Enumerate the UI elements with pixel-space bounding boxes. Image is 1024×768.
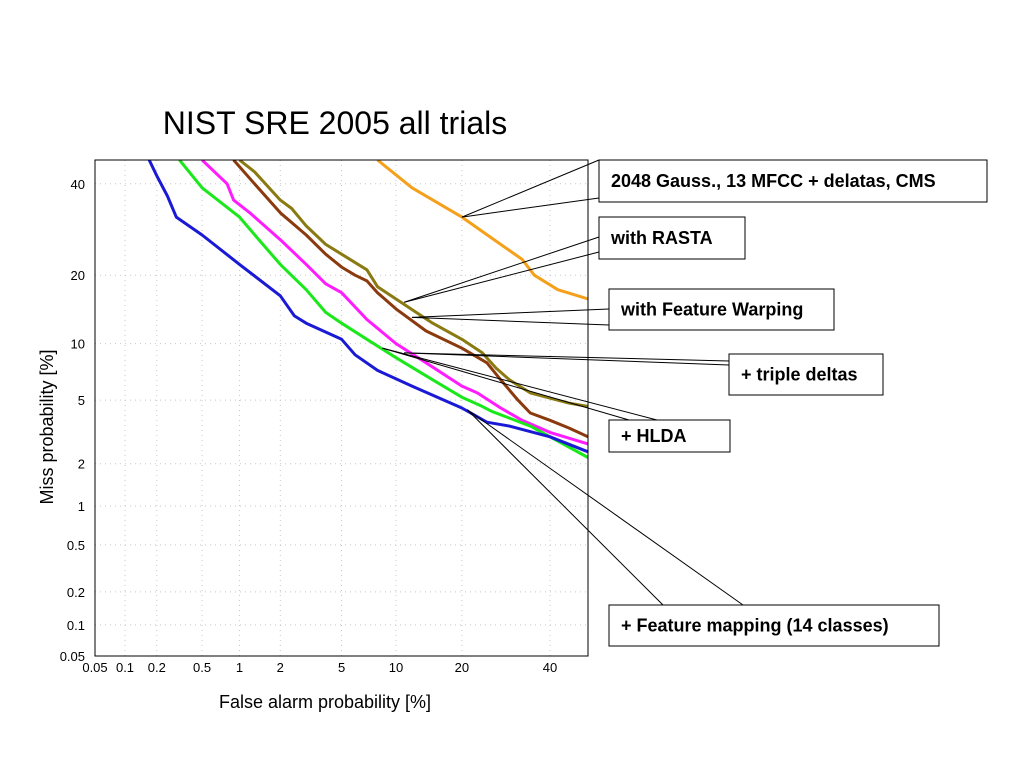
series-line-6 [147,160,588,454]
plot-frame [94,159,589,657]
annotation-leaders [382,159,744,606]
y-tick-label: 10 [71,337,85,352]
y-tick-label: 0.1 [67,618,85,633]
leader-line [404,352,730,366]
leader-line [404,251,600,303]
callout-box [728,353,884,396]
chart-title: NIST SRE 2005 all trials [163,105,507,141]
callout-5: + HLDA [608,419,731,453]
y-tick-label: 5 [78,393,85,408]
y-tick-labels: 0.05 0.1 0.2 0.5 1 2 5 10 20 40 [60,177,85,664]
x-tick-label: 0.5 [193,660,211,675]
y-tick-label: 40 [71,177,85,192]
leader-line [411,316,610,326]
x-tick-label: 40 [543,660,557,675]
annotation-callouts: 2048 Gauss., 13 MFCC + delatas, CMS with … [598,159,988,647]
callout-label: with RASTA [610,228,713,248]
callout-6: + Feature mapping (14 classes) [608,604,940,647]
leader-line [404,352,730,362]
callout-label: with Feature Warping [620,300,803,320]
leader-line [466,409,664,606]
callout-4: + triple deltas [728,353,884,396]
grid [94,160,588,657]
y-tick-label: 0.05 [60,649,85,664]
x-tick-label: 10 [389,660,403,675]
callout-1: 2048 Gauss., 13 MFCC + delatas, CMS [598,159,988,203]
series-line-3 [232,160,588,439]
x-axis-label: False alarm probability [%] [219,692,431,712]
x-tick-label: 5 [338,660,345,675]
leader-line [382,347,630,421]
callout-2: with RASTA [598,216,746,260]
series-line-4 [201,160,588,446]
callout-label: + Feature mapping (14 classes) [621,616,889,636]
callout-label: + triple deltas [741,365,858,385]
x-tick-label: 0.1 [116,660,134,675]
x-tick-label: 0.05 [82,660,107,675]
y-tick-label: 0.5 [67,538,85,553]
callout-label: + HLDA [621,426,687,446]
x-tick-label: 20 [455,660,469,675]
callout-box [608,604,940,647]
x-tick-label: 1 [236,660,243,675]
leader-line [404,236,600,303]
series-layer [147,160,588,459]
series-line-1 [376,160,588,301]
y-tick-label: 2 [78,457,85,472]
callout-label: 2048 Gauss., 13 MFCC + delatas, CMS [611,171,936,191]
callout-box [608,288,835,331]
series-line-5 [178,160,588,459]
leader-line [461,197,600,218]
x-tick-label: 2 [277,660,284,675]
leader-line [466,409,744,606]
x-tick-labels: 0.05 0.1 0.2 0.5 1 2 5 10 20 40 [82,660,557,675]
callout-3: with Feature Warping [608,288,835,331]
callout-box [608,419,731,453]
leader-line [411,308,610,318]
callout-box [598,216,746,260]
callout-box [598,159,988,203]
y-axis-label: Miss probability [%] [37,349,57,504]
leader-line [461,159,600,218]
y-tick-label: 20 [71,268,85,283]
leader-line [382,347,658,421]
y-tick-label: 1 [78,499,85,514]
y-tick-label: 0.2 [67,585,85,600]
x-tick-label: 0.2 [148,660,166,675]
